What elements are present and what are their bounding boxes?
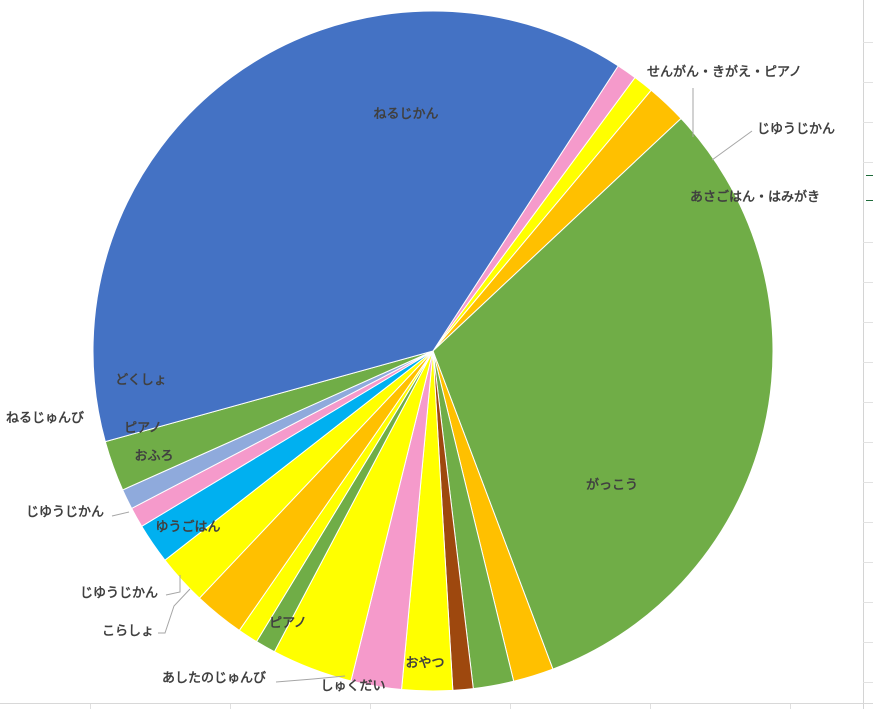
pie-slice — [432, 117, 774, 670]
slice-label: おやつ — [405, 656, 444, 671]
slice-label: しゅくだい — [320, 679, 385, 694]
slice-label: がっこう — [586, 477, 638, 493]
leader-line — [711, 130, 753, 161]
slice-label: あしたのじゅんび — [162, 671, 267, 686]
slice-label: せんがん・きがえ・ピアノ — [647, 64, 802, 80]
slice-label: おふろ — [134, 449, 173, 464]
slice-label: あさごはん・はみがき — [690, 189, 820, 205]
slice-label: ピアノ — [124, 421, 162, 436]
sheet-bottom-rule — [0, 703, 873, 704]
slice-label: ピアノ — [269, 616, 307, 631]
leader-line — [111, 511, 130, 517]
slice-label: じゆうじかん — [80, 586, 158, 601]
leader-line — [275, 675, 346, 683]
slice-label: ゆうごはん — [155, 519, 220, 535]
slice-label: ねるじかん — [373, 107, 438, 122]
slice-label: じゆうじかん — [26, 505, 104, 520]
sheet-bottom-ticks — [0, 704, 873, 709]
sheet-grid-edge — [859, 0, 873, 709]
slice-label: じゆうじかん — [757, 122, 835, 137]
leader-line — [158, 588, 191, 634]
slice-label: こらしょ — [102, 624, 154, 639]
leader-line — [165, 575, 181, 596]
slice-label: どくしょ — [115, 373, 167, 388]
slice-label: ねるじゅんび — [6, 411, 85, 426]
pie-slice — [92, 10, 619, 443]
